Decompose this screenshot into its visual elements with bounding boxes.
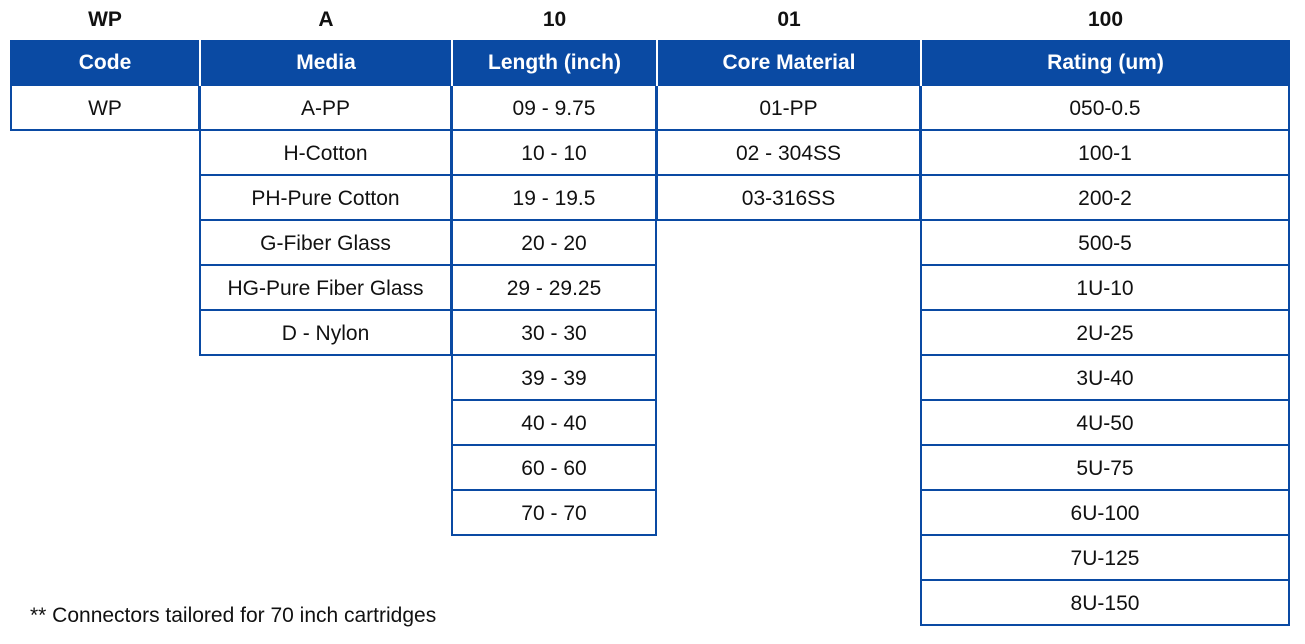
table-cell: 30 - 30 bbox=[451, 311, 657, 356]
table-cell: 19 - 19.5 bbox=[451, 176, 657, 221]
table-cell: D - Nylon bbox=[199, 311, 452, 356]
table-cell: 09 - 9.75 bbox=[451, 86, 657, 131]
table-cell: 1U-10 bbox=[920, 266, 1290, 311]
table-cell: HG-Pure Fiber Glass bbox=[199, 266, 452, 311]
table-cell: 4U-50 bbox=[920, 401, 1290, 446]
table-cell: PH-Pure Cotton bbox=[199, 176, 452, 221]
table-cell: 6U-100 bbox=[920, 491, 1290, 536]
table-cell: 7U-125 bbox=[920, 536, 1290, 581]
code-value-length: 10 bbox=[542, 8, 567, 31]
footnote: ** Connectors tailored for 70 inch cartr… bbox=[30, 604, 437, 627]
column-core-material: 01-PP 02 - 304SS 03-316SS bbox=[656, 86, 921, 221]
header-divider bbox=[920, 40, 922, 86]
header-length: Length (inch) bbox=[488, 51, 621, 74]
header-code: Code bbox=[78, 51, 132, 74]
header-divider bbox=[451, 40, 453, 86]
table-cell: 050-0.5 bbox=[920, 86, 1290, 131]
code-value-rating: 100 bbox=[1087, 8, 1124, 31]
code-value-media: A bbox=[318, 8, 334, 31]
table-cell: 500-5 bbox=[920, 221, 1290, 266]
table-cell: 40 - 40 bbox=[451, 401, 657, 446]
table-cell: 2U-25 bbox=[920, 311, 1290, 356]
table-cell: 29 - 29.25 bbox=[451, 266, 657, 311]
table-cell: 10 - 10 bbox=[451, 131, 657, 176]
table-cell: 100-1 bbox=[920, 131, 1290, 176]
column-media: A-PP H-Cotton PH-Pure Cotton G-Fiber Gla… bbox=[199, 86, 452, 356]
table-cell: 8U-150 bbox=[920, 581, 1290, 626]
header-divider bbox=[656, 40, 658, 86]
table-cell: 200-2 bbox=[920, 176, 1290, 221]
code-value-core: 01 bbox=[777, 8, 801, 31]
table-cell: 5U-75 bbox=[920, 446, 1290, 491]
table-cell: 02 - 304SS bbox=[656, 131, 921, 176]
table-cell: 03-316SS bbox=[656, 176, 921, 221]
table-cell: G-Fiber Glass bbox=[199, 221, 452, 266]
header-divider bbox=[199, 40, 201, 86]
table-cell: 3U-40 bbox=[920, 356, 1290, 401]
column-length: 09 - 9.75 10 - 10 19 - 19.5 20 - 20 29 -… bbox=[451, 86, 657, 536]
table-cell: H-Cotton bbox=[199, 131, 452, 176]
header-core-material: Core Material bbox=[722, 51, 856, 74]
table-cell: WP bbox=[10, 86, 200, 131]
table-cell: 20 - 20 bbox=[451, 221, 657, 266]
table-cell: A-PP bbox=[199, 86, 452, 131]
table-cell: 01-PP bbox=[656, 86, 921, 131]
column-code: WP bbox=[10, 86, 200, 131]
column-rating: 050-0.5 100-1 200-2 500-5 1U-10 2U-25 3U… bbox=[920, 86, 1290, 626]
header-rating: Rating (um) bbox=[1047, 51, 1164, 74]
table-cell: 70 - 70 bbox=[451, 491, 657, 536]
code-value-code: WP bbox=[88, 8, 122, 31]
table-cell: 39 - 39 bbox=[451, 356, 657, 401]
header-media: Media bbox=[296, 51, 356, 74]
table-header-row bbox=[10, 40, 1290, 86]
table-cell: 60 - 60 bbox=[451, 446, 657, 491]
